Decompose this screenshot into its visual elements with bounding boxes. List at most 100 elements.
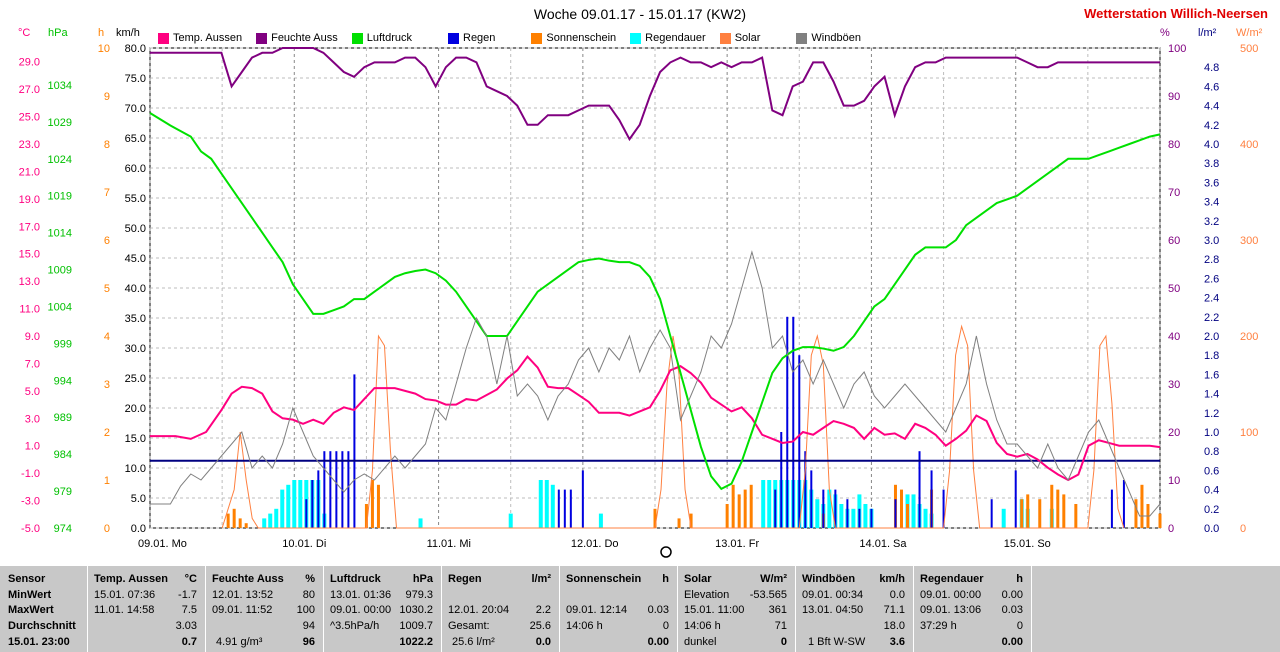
series-line-wind_kmh [150, 250, 1161, 517]
axis-tick-label: 1019 [48, 191, 72, 203]
regendauer-bar [418, 518, 423, 528]
axis-tick-label: 60.0 [125, 163, 146, 175]
axis-tick-label: 4 [104, 331, 110, 343]
stats-cell: 25.6 [529, 620, 551, 632]
stats-cell: 0.03 [1001, 604, 1023, 616]
stats-cell: 4.91 g/m³ [216, 636, 263, 648]
stats-cell: 0.00 [1001, 589, 1023, 601]
stats-cell: dunkel [684, 636, 717, 648]
stats-cell: 0.0 [889, 589, 905, 601]
regendauer-bar [827, 489, 832, 528]
sunshine-bar [1056, 489, 1060, 528]
sunshine-bar [725, 504, 729, 528]
legend-item-humidity: Feuchte Auss [256, 30, 338, 46]
axis-tick-label: 974 [54, 523, 72, 535]
axis-tick-label: 1.0 [25, 441, 40, 453]
stats-cell: 0.03 [647, 604, 669, 616]
sunshine-bar [226, 513, 230, 528]
stats-cell: 0 [1016, 620, 1023, 632]
sunshine-bar [1140, 484, 1144, 528]
rain-bar [870, 508, 873, 528]
stats-unit: km/h [879, 573, 905, 585]
stats-col-humidity: Feuchte Auss% 12.01. 13:52 80 09.01. 11:5… [206, 566, 324, 652]
axis-tick-label: 100 [1240, 427, 1258, 439]
regendauer-bar [767, 480, 772, 528]
axis-tick-label: 7 [104, 187, 110, 199]
axis-tick-label: 15.0 [125, 433, 146, 445]
axis-tick-label: 6 [104, 235, 110, 247]
axis-tick-label: 30.0 [125, 343, 146, 355]
unit-rain: l/m² [1198, 27, 1217, 39]
legend-item-sunshine: Sonnenschein [531, 30, 616, 46]
stats-current: 0 [780, 636, 787, 648]
stats-header: Temp. Aussen [94, 573, 168, 585]
axis-tick-label: 300 [1240, 235, 1258, 247]
series-line-temp_c [150, 355, 1161, 482]
sunshine-bar [899, 489, 903, 528]
axis-tick-label: 4.0 [1204, 139, 1219, 151]
day-label: 13.01. Fr [715, 538, 759, 550]
stats-current: 0.00 [647, 636, 669, 648]
stats-cell: 13.01. 04:50 [802, 604, 864, 616]
regendauer-bar [292, 480, 297, 528]
stats-cell: 100 [296, 604, 315, 616]
stats-cell: 09.01. 00:34 [802, 589, 864, 601]
legend-item-pressure: Luftdruck [351, 30, 412, 46]
unit-sunshine: h [98, 27, 105, 39]
stats-cell: 80 [302, 589, 315, 601]
stats-cell: 979.3 [405, 589, 433, 601]
legend-item-wind: Windböen [796, 30, 861, 46]
rain-bar [786, 316, 789, 528]
sunshine-bar [689, 513, 693, 528]
sunshine-bar [677, 518, 681, 528]
day-label: 15.01. So [1004, 538, 1051, 550]
legend-swatch [448, 32, 459, 44]
rain-bar [804, 451, 807, 528]
sunshine-bar [232, 508, 236, 528]
stats-cell: 09.01. 11:52 [212, 604, 273, 616]
stats-unit: hPa [412, 573, 433, 585]
regendauer-bar [538, 480, 543, 528]
stats-current: 1022.2 [399, 636, 433, 648]
axis-tick-label: 2.6 [1204, 273, 1219, 285]
regendauer-bar [598, 513, 603, 528]
sunshine-bar [376, 484, 380, 528]
axis-tick-label: 2.2 [1204, 312, 1219, 324]
stats-row-label: Durchschnitt [8, 620, 76, 632]
regendauer-bar [268, 513, 273, 528]
axis-tick-label: 50 [1168, 283, 1180, 295]
stats-header: Feuchte Auss [212, 573, 284, 585]
legend-label: Regen [463, 32, 496, 44]
stats-cell: 15.01. 11:00 [684, 604, 745, 616]
rain-bar [581, 470, 584, 528]
stats-header: Regen [448, 573, 482, 585]
legend-item-rainduration: Regendauer [630, 30, 706, 46]
stats-col-wind: Windböen km/h 09.01. 00:34 0.0 13.01. 04:5… [796, 566, 914, 652]
stats-unit: h [1016, 573, 1023, 585]
rain-bar [792, 316, 795, 528]
rain-bar [1014, 470, 1017, 528]
regendauer-bar [274, 508, 279, 528]
sunshine-bar [743, 489, 747, 528]
stats-unit: h [662, 573, 669, 585]
axis-tick-label: 10 [1168, 475, 1180, 487]
stats-cell: 09.01. 13:06 [920, 604, 982, 616]
legend-item-solar: Solar [719, 30, 760, 46]
regendauer-bar [923, 508, 928, 528]
stats-header: Windböen [802, 573, 856, 585]
axis-tick-label: 30 [1168, 379, 1180, 391]
stats-header: Regendauer [920, 573, 984, 585]
regendauer-bar [761, 480, 766, 528]
rain-bar [942, 489, 945, 528]
stats-header: Luftdruck [330, 573, 381, 585]
rain-bar [930, 470, 933, 528]
axis-tick-label: 0.0 [131, 523, 146, 535]
rain-bar [834, 489, 837, 528]
legend-label: Regendauer [645, 32, 706, 44]
axis-tick-label: 1034 [48, 80, 72, 92]
legend-swatch [630, 32, 642, 44]
legend-label: Sonnenschein [546, 32, 617, 44]
axis-tick-label: 200 [1240, 331, 1258, 343]
regendauer-bar [815, 499, 820, 528]
axis-tick-label: 2.4 [1204, 293, 1219, 305]
